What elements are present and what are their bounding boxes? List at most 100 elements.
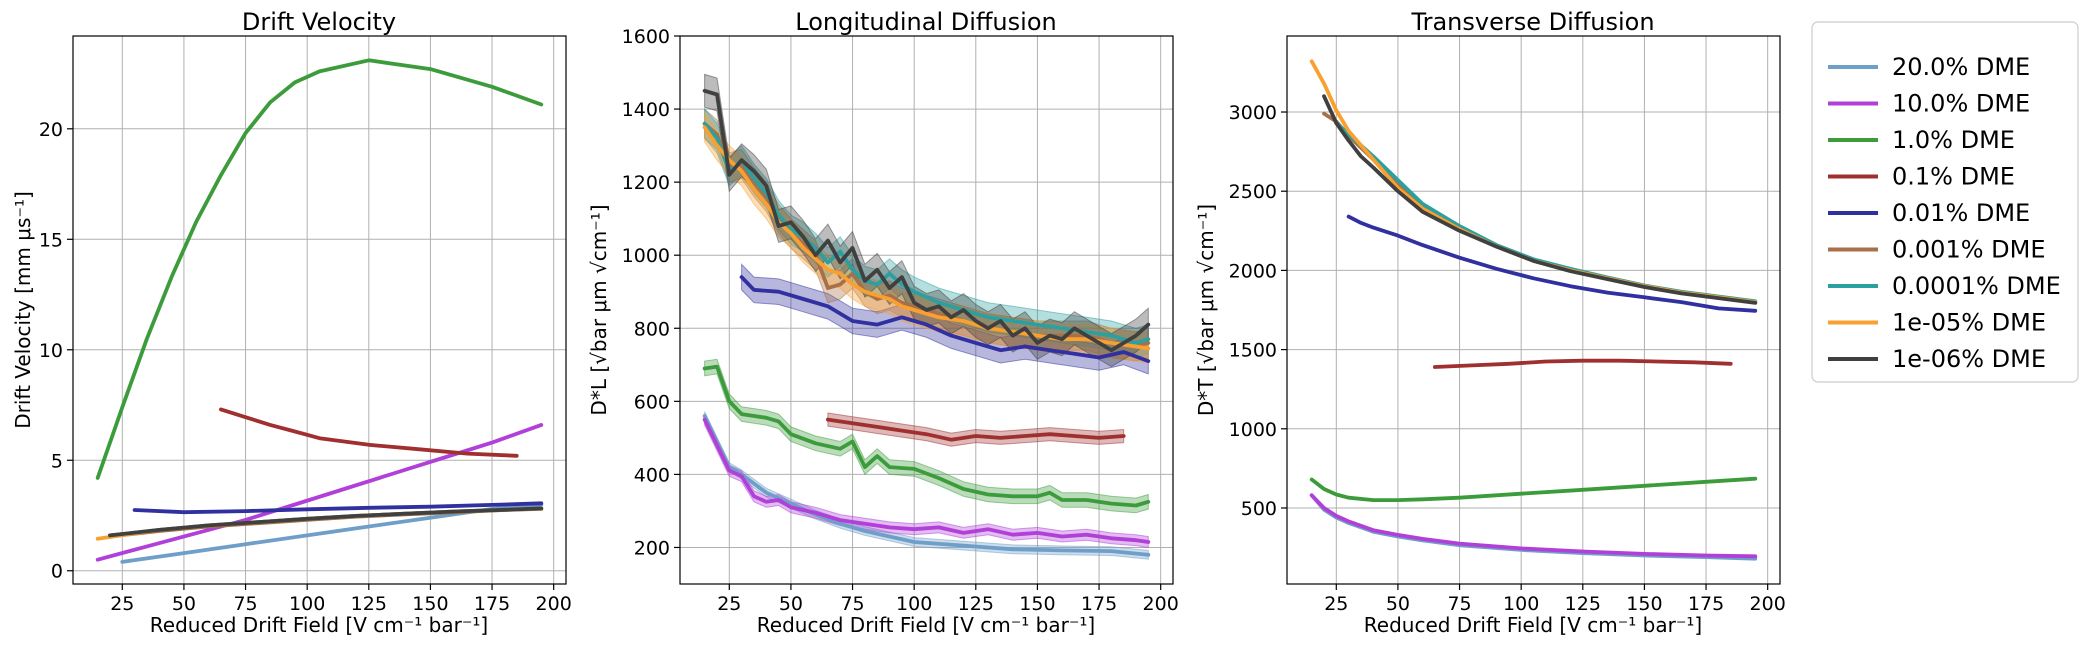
- y-axis-label: D*T [√bar μm √cm⁻¹]: [1194, 204, 1218, 416]
- legend-item: 1e-05% DME: [1828, 309, 2046, 337]
- series-line-0-1-dme: [826, 417, 1126, 442]
- legend: 20.0% DME 10.0% DME 1.0% DME 0.1% DME 0.01% …: [1811, 21, 2079, 383]
- y-tick-label: 20: [39, 119, 63, 141]
- series-line-1e-06-dme: [1322, 94, 1758, 305]
- x-tick-label: 150: [1626, 593, 1662, 615]
- y-tick-label: 200: [634, 537, 670, 559]
- y-axis-label: Drift Velocity [mm μs⁻¹]: [11, 191, 35, 429]
- x-tick-label: 50: [779, 593, 803, 615]
- legend-label: 1e-06% DME: [1892, 345, 2046, 373]
- legend-item: 0.0001% DME: [1828, 272, 2061, 300]
- y-tick-label: 5: [51, 450, 63, 472]
- legend-item: 0.01% DME: [1828, 199, 2030, 227]
- x-tick-label: 150: [412, 593, 448, 615]
- y-tick-label: 800: [634, 318, 670, 340]
- series-line-0-01-dme: [1346, 214, 1758, 313]
- y-tick-label: 2000: [1229, 260, 1277, 282]
- series-line-0-01-dme: [739, 275, 1151, 363]
- x-tick-label: 100: [896, 593, 932, 615]
- x-tick-label: 50: [172, 593, 196, 615]
- x-tick-label: 25: [110, 593, 134, 615]
- x-tick-label: 200: [1750, 593, 1786, 615]
- series-line-0-001-dme: [1322, 111, 1758, 304]
- panel-longitudinal-diffusion: Longitudinal Diffusion 25 50 75 100 125 150 17…: [587, 8, 1179, 637]
- plot-frame: [72, 35, 567, 585]
- x-tick-label: 200: [536, 593, 572, 615]
- x-axis-label: Reduced Drift Field [V cm⁻¹ bar⁻¹]: [757, 613, 1095, 637]
- series-line-1-0-dme: [1309, 476, 1758, 502]
- series-line-1e-06-dme: [702, 88, 1151, 353]
- series-line-1e-05-dme: [702, 125, 1151, 351]
- x-tick-label: 25: [1324, 593, 1348, 615]
- x-tick-label: 175: [1081, 593, 1117, 615]
- y-tick-label: 1500: [1229, 340, 1277, 362]
- panel-transverse-diffusion: Transverse Diffusion 25 50 75 100 125 150 175 2…: [1194, 8, 1786, 637]
- error-band-0-1-dme: [827, 412, 1125, 447]
- x-tick-label: 75: [233, 593, 257, 615]
- y-tick-label: 600: [634, 391, 670, 413]
- legend-label: 20.0% DME: [1892, 53, 2030, 81]
- legend-label: 1.0% DME: [1892, 126, 2015, 154]
- x-tick-label: 125: [958, 593, 994, 615]
- legend-label: 0.001% DME: [1892, 236, 2046, 264]
- chart-title: Transverse Diffusion: [1410, 8, 1654, 36]
- x-tick-label: 25: [717, 593, 741, 615]
- y-tick-label: 1000: [622, 245, 670, 267]
- series-line-20-0-dme: [702, 414, 1151, 557]
- x-tick-label: 125: [1565, 593, 1601, 615]
- series-line-1-0-dme: [95, 58, 544, 480]
- series-line-0-1-dme: [1433, 358, 1733, 369]
- legend-label: 0.0001% DME: [1892, 272, 2061, 300]
- y-tick-label: 1400: [622, 99, 670, 121]
- legend-label: 10.0% DME: [1892, 90, 2030, 118]
- legend-item: 20.0% DME: [1828, 53, 2030, 81]
- legend-item: 1.0% DME: [1828, 126, 2015, 154]
- series-line-0-0001-dme: [1334, 121, 1758, 304]
- x-tick-label: 100: [1503, 593, 1539, 615]
- x-tick-label: 75: [1447, 593, 1471, 615]
- y-tick-label: 500: [1241, 498, 1277, 520]
- x-tick-label: 200: [1143, 593, 1179, 615]
- x-axis-label: Reduced Drift Field [V cm⁻¹ bar⁻¹]: [150, 613, 488, 637]
- x-axis-label: Reduced Drift Field [V cm⁻¹ bar⁻¹]: [1364, 613, 1702, 637]
- legend-box: [1811, 21, 2079, 383]
- y-tick-label: 3000: [1229, 102, 1277, 124]
- series-line-0-0001-dme: [702, 121, 1151, 345]
- y-tick-label: 15: [39, 229, 63, 251]
- plot-frame: [1286, 35, 1781, 585]
- legend-item: 10.0% DME: [1828, 90, 2030, 118]
- x-tick-label: 175: [1688, 593, 1724, 615]
- legend-item: 0.001% DME: [1828, 236, 2046, 264]
- y-tick-label: 1000: [1229, 419, 1277, 441]
- legend-label: 0.1% DME: [1892, 163, 2015, 191]
- x-tick-label: 100: [289, 593, 325, 615]
- legend-label: 1e-05% DME: [1892, 309, 2046, 337]
- x-tick-label: 75: [840, 593, 864, 615]
- series-line-1e-06-dme: [108, 506, 544, 538]
- legend-item: 1e-06% DME: [1828, 345, 2046, 373]
- series-line-0-01-dme: [132, 501, 544, 515]
- chart-title: Longitudinal Diffusion: [795, 8, 1056, 36]
- series-line-10-0-dme: [702, 417, 1151, 544]
- series-line-10-0-dme: [1309, 493, 1758, 559]
- y-tick-label: 10: [39, 340, 63, 362]
- x-tick-label: 175: [474, 593, 510, 615]
- y-tick-label: 400: [634, 464, 670, 486]
- series-line-10-0-dme: [95, 423, 544, 562]
- y-axis-label: D*L [√bar μm √cm⁻¹]: [587, 204, 611, 415]
- y-tick-label: 2500: [1229, 181, 1277, 203]
- series-line-0-1-dme: [219, 407, 519, 458]
- y-tick-label: 1200: [622, 172, 670, 194]
- y-tick-label: 0: [51, 561, 63, 583]
- x-tick-label: 50: [1386, 593, 1410, 615]
- y-tick-label: 1600: [622, 26, 670, 48]
- legend-item: 0.1% DME: [1828, 163, 2015, 191]
- error-band-0-01-dme: [741, 263, 1149, 375]
- x-tick-label: 150: [1019, 593, 1055, 615]
- legend-label: 0.01% DME: [1892, 199, 2030, 227]
- chart-title: Drift Velocity: [242, 8, 396, 36]
- series-line-1e-05-dme: [1309, 59, 1758, 304]
- series-line-1-0-dme: [702, 364, 1151, 508]
- panel-drift-velocity: Drift Velocity 25 50 75 100 125 150 175 200 0 5 10…: [11, 8, 572, 637]
